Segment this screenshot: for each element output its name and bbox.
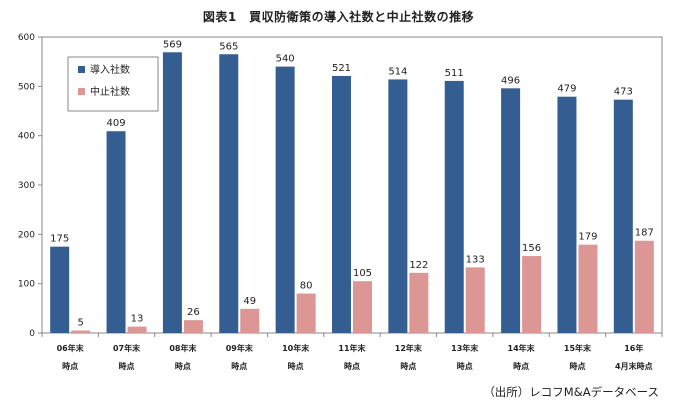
- bar-introduced: [613, 99, 633, 333]
- bar-discontinued: [465, 267, 485, 333]
- bar-introduced: [501, 88, 521, 333]
- chart-title: 図表1 買収防衛策の導入社数と中止社数の推移: [202, 10, 475, 24]
- x-tick-label: 14年末: [508, 343, 535, 353]
- bar-introduced: [332, 75, 351, 334]
- data-label: 133: [466, 254, 485, 265]
- chart-source: （出所）レコフM&Aデータベース: [483, 385, 659, 399]
- x-tick-label: 10年末: [282, 343, 309, 353]
- data-label: 122: [409, 260, 428, 271]
- bar-introduced: [275, 66, 295, 333]
- bar-introduced: [444, 80, 464, 333]
- data-label: 13: [131, 314, 144, 325]
- x-tick-label: 13年末: [451, 343, 478, 353]
- data-label: 80: [300, 281, 313, 292]
- data-label: 105: [353, 268, 372, 279]
- x-tick-label: 時点: [569, 361, 585, 371]
- x-tick-label: 時点: [119, 361, 135, 371]
- bar-introduced: [162, 52, 182, 333]
- x-tick-label: 時点: [288, 361, 304, 371]
- bar-introduced: [557, 96, 577, 334]
- legend-label: 中止社数: [90, 85, 130, 98]
- bar-introduced: [50, 246, 70, 333]
- x-tick-label: 07年末: [113, 343, 140, 353]
- x-tick-label: 08年末: [169, 343, 196, 353]
- data-label: 179: [578, 232, 597, 243]
- data-label: 175: [50, 234, 69, 245]
- legend-box: [67, 56, 159, 112]
- y-tick-label: 100: [18, 280, 35, 290]
- data-label: 479: [557, 84, 576, 95]
- x-tick-label: 06年末: [57, 343, 84, 353]
- bar-discontinued: [71, 330, 91, 333]
- bar-introduced: [388, 79, 408, 333]
- legend-swatch: [78, 66, 85, 73]
- bar-discontinued: [127, 326, 147, 333]
- data-label: 496: [501, 75, 520, 86]
- x-tick-label: 時点: [231, 361, 247, 371]
- legend-label: 導入社数: [90, 63, 130, 76]
- y-tick-label: 500: [18, 82, 35, 92]
- bar-discontinued: [634, 240, 654, 333]
- y-tick-label: 0: [29, 329, 35, 339]
- data-label: 49: [243, 296, 256, 307]
- data-label: 540: [276, 54, 295, 65]
- data-label: 156: [522, 243, 541, 254]
- bar-discontinued: [240, 308, 260, 333]
- bar-discontinued: [296, 293, 316, 333]
- data-label: 187: [635, 228, 654, 239]
- x-tick-label: 09年末: [226, 343, 253, 353]
- bar-discontinued: [409, 272, 429, 333]
- data-label: 26: [187, 307, 200, 318]
- x-tick-label: 時点: [175, 361, 191, 371]
- data-label: 569: [163, 39, 182, 50]
- x-tick-label: 12年末: [395, 343, 422, 353]
- data-label: 473: [614, 87, 633, 98]
- bar-discontinued: [353, 281, 372, 333]
- x-tick-label: 時点: [344, 361, 360, 371]
- y-tick-label: 300: [18, 181, 35, 191]
- x-tick-label: 11年末: [338, 343, 365, 353]
- y-tick-label: 200: [18, 230, 35, 240]
- bar-discontinued: [522, 256, 542, 333]
- bar-discontinued: [578, 244, 598, 333]
- data-label: 511: [445, 68, 464, 79]
- x-tick-label: 時点: [513, 361, 529, 371]
- x-tick-label: 時点: [400, 361, 416, 371]
- legend-swatch: [78, 88, 85, 95]
- data-label: 409: [106, 118, 125, 129]
- bar-introduced: [219, 54, 239, 334]
- bar-introduced: [106, 131, 126, 333]
- x-tick-label: 時点: [62, 361, 78, 371]
- data-label: 521: [332, 63, 351, 74]
- x-tick-label: 15年末: [564, 343, 591, 353]
- bar-discontinued: [183, 320, 203, 333]
- data-label: 565: [219, 41, 238, 52]
- x-tick-label: 4月末時点: [615, 361, 653, 371]
- data-label: 514: [388, 66, 407, 77]
- y-tick-label: 600: [18, 33, 35, 43]
- x-tick-label: 16年: [624, 343, 643, 353]
- x-tick-label: 時点: [457, 361, 473, 371]
- data-label: 5: [77, 318, 83, 329]
- y-tick-label: 400: [18, 132, 35, 142]
